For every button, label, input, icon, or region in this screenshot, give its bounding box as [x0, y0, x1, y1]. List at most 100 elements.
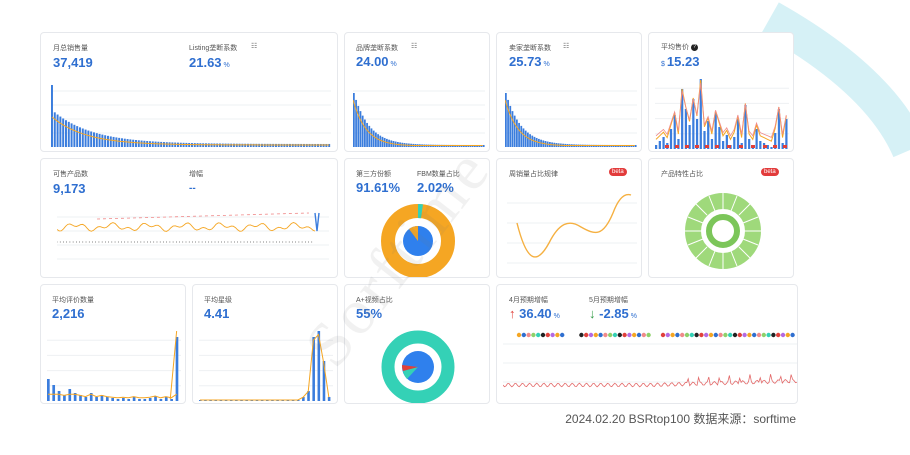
event-dot: [689, 332, 694, 338]
event-dot: [555, 332, 560, 338]
marker: [675, 145, 679, 148]
price-distribution-chart: [655, 79, 789, 149]
bar-mark: [90, 131, 93, 147]
marker: [715, 145, 719, 148]
bar-mark: [126, 139, 129, 147]
bar-mark: [63, 395, 66, 401]
beta-badge: beta: [761, 168, 779, 176]
table-icon[interactable]: ☷: [563, 43, 570, 50]
event-dot: [545, 332, 550, 338]
bar-mark: [143, 399, 147, 401]
bar-mark: [522, 128, 525, 147]
bar-mark: [143, 140, 146, 147]
bar-mark: [736, 119, 740, 149]
bar-mark: [370, 128, 373, 147]
aplus-video-value: 55%: [356, 306, 383, 321]
listing-monopoly-label: Listing垄断系数: [189, 45, 238, 52]
event-dot: [521, 332, 526, 338]
product-feature-sunburst-chart: [685, 193, 761, 269]
monthly-sales-label: 月总销售量: [53, 45, 88, 52]
third-party-share-card: 第三方份额 91.61% FBM数量占比 2.02%: [344, 158, 490, 278]
bar-mark: [524, 130, 527, 147]
cycle-pattern-label[interactable]: 周销量占比规律: [509, 171, 558, 178]
bar-mark: [105, 397, 109, 401]
event-dot: [694, 332, 699, 338]
bar-mark: [722, 141, 725, 149]
bar-mark: [73, 124, 76, 147]
bar-mark: [655, 145, 658, 149]
help-icon[interactable]: ?: [690, 43, 698, 51]
bar-mark: [714, 113, 717, 149]
event-dot: [603, 332, 608, 338]
marker: [773, 145, 777, 148]
event-dot: [680, 332, 685, 338]
bar-mark: [366, 122, 368, 147]
marker: [727, 145, 731, 148]
event-dot: [752, 332, 757, 338]
bar-mark: [132, 397, 136, 401]
bar-mark: [322, 361, 326, 401]
april-forecast-label: 4月预期增幅: [509, 297, 548, 304]
bar-mark: [118, 137, 121, 147]
event-dot: [670, 332, 675, 338]
bar-mark: [129, 139, 132, 147]
avg-price-card: 平均售价 ? $15.23: [648, 32, 794, 152]
bar-mark: [170, 399, 173, 401]
forecast-line: [503, 374, 797, 388]
bar-mark: [774, 133, 777, 149]
footer-source-text: 2024.02.20 BSRtop100 数据来源：sorftime: [565, 412, 796, 426]
bar-mark: [76, 126, 79, 147]
bar-mark: [658, 141, 661, 149]
bar-mark: [357, 105, 360, 147]
bar-mark: [121, 138, 123, 147]
event-dot: [684, 332, 690, 338]
bar-mark: [359, 111, 362, 147]
bar-mark: [355, 99, 357, 147]
bar-mark: [165, 142, 168, 147]
trend-line: [353, 99, 483, 146]
table-icon[interactable]: ☷: [411, 43, 418, 50]
growth-label: 增幅: [189, 171, 203, 178]
marker: [665, 145, 669, 148]
bar-mark: [100, 395, 104, 401]
third-party-share-label: 第三方份额: [356, 171, 391, 178]
bar-mark: [111, 398, 114, 401]
sellable-products-card: 可售产品数 9,173 增幅 --: [40, 158, 338, 278]
beta-badge: beta: [609, 168, 627, 176]
bar-mark: [95, 397, 98, 401]
avg-rating-value: 4.41: [204, 306, 230, 321]
bar-mark: [634, 144, 637, 147]
arrow-up-icon: ↑: [509, 306, 516, 321]
marker: [751, 145, 755, 148]
bar-mark: [307, 391, 310, 401]
bar-mark: [89, 393, 93, 401]
marker: [763, 145, 767, 148]
bar-mark: [535, 137, 538, 147]
trend-line: [505, 99, 635, 146]
sellable-products-value: 9,173: [53, 181, 86, 196]
marker: [705, 145, 709, 148]
event-dot: [742, 332, 747, 338]
event-dot: [747, 332, 752, 338]
event-dot: [598, 332, 603, 338]
event-dot: [675, 332, 680, 338]
table-icon[interactable]: ☷: [251, 43, 258, 50]
bar-mark: [115, 137, 118, 147]
event-dot: [708, 332, 714, 338]
bar-mark: [692, 99, 695, 149]
bar-mark: [507, 99, 509, 147]
bar-mark: [84, 397, 88, 401]
bar-mark: [84, 129, 87, 147]
bar-mark: [65, 120, 67, 147]
bar-mark: [725, 135, 728, 149]
bar-mark: [146, 141, 149, 147]
seller-type-donut-chart: [381, 204, 455, 277]
event-dot: [593, 332, 598, 338]
bar-mark: [379, 135, 382, 147]
april-forecast-value: ↑ 36.40%: [509, 306, 560, 321]
event-dot: [531, 332, 536, 338]
bar-mark: [70, 123, 73, 147]
event-dot: [723, 332, 728, 338]
product-feature-label[interactable]: 产品特性占比: [661, 171, 703, 178]
bar-mark: [123, 138, 126, 147]
